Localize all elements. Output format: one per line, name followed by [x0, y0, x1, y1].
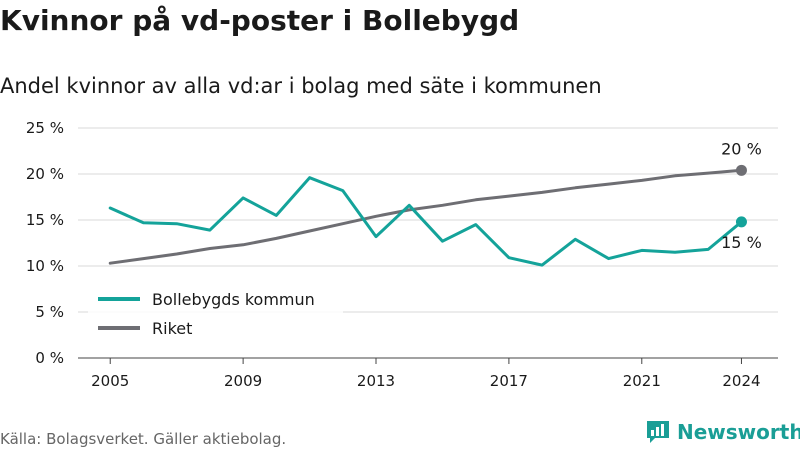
y-tick-label: 15 %	[26, 211, 64, 229]
x-tick-label: 2013	[357, 372, 395, 390]
y-tick-label: 20 %	[26, 165, 64, 183]
brand-logo: Newsworthy	[645, 419, 800, 445]
legend-label: Riket	[152, 319, 192, 338]
end-label-riket: 20 %	[721, 139, 762, 158]
end-point-bollebygd	[735, 216, 747, 228]
newsworthy-logo-icon	[647, 421, 669, 443]
x-tick-label: 2021	[623, 372, 661, 390]
x-tick-label: 2009	[224, 372, 262, 390]
end-point-riket	[735, 164, 747, 176]
legend-label: Bollebygds kommun	[152, 290, 315, 309]
source-note: Källa: Bolagsverket. Gäller aktiebolag.	[0, 430, 287, 448]
y-tick-label: 10 %	[26, 257, 64, 275]
x-tick-label: 2005	[91, 372, 129, 390]
x-tick-label: 2017	[490, 372, 528, 390]
brand-name: Newsworthy	[677, 420, 800, 444]
series-line-riket	[108, 168, 743, 265]
chart-title: Kvinnor på vd-poster i Bollebygd	[0, 4, 520, 37]
series-line-bollebygd	[108, 176, 743, 267]
y-tick-label: 0 %	[35, 349, 64, 367]
chart-subtitle: Andel kvinnor av alla vd:ar i bolag med …	[0, 74, 602, 98]
end-label-bollebygd: 15 %	[721, 233, 762, 252]
x-tick-label: 2024	[722, 372, 760, 390]
legend-box	[88, 283, 343, 345]
y-tick-label: 25 %	[26, 119, 64, 137]
line-chart: 0 % 5 % 10 % 15 % 20 % 25 % 2005 2009 2013 2017 20…	[26, 119, 778, 390]
y-tick-label: 5 %	[35, 303, 64, 321]
